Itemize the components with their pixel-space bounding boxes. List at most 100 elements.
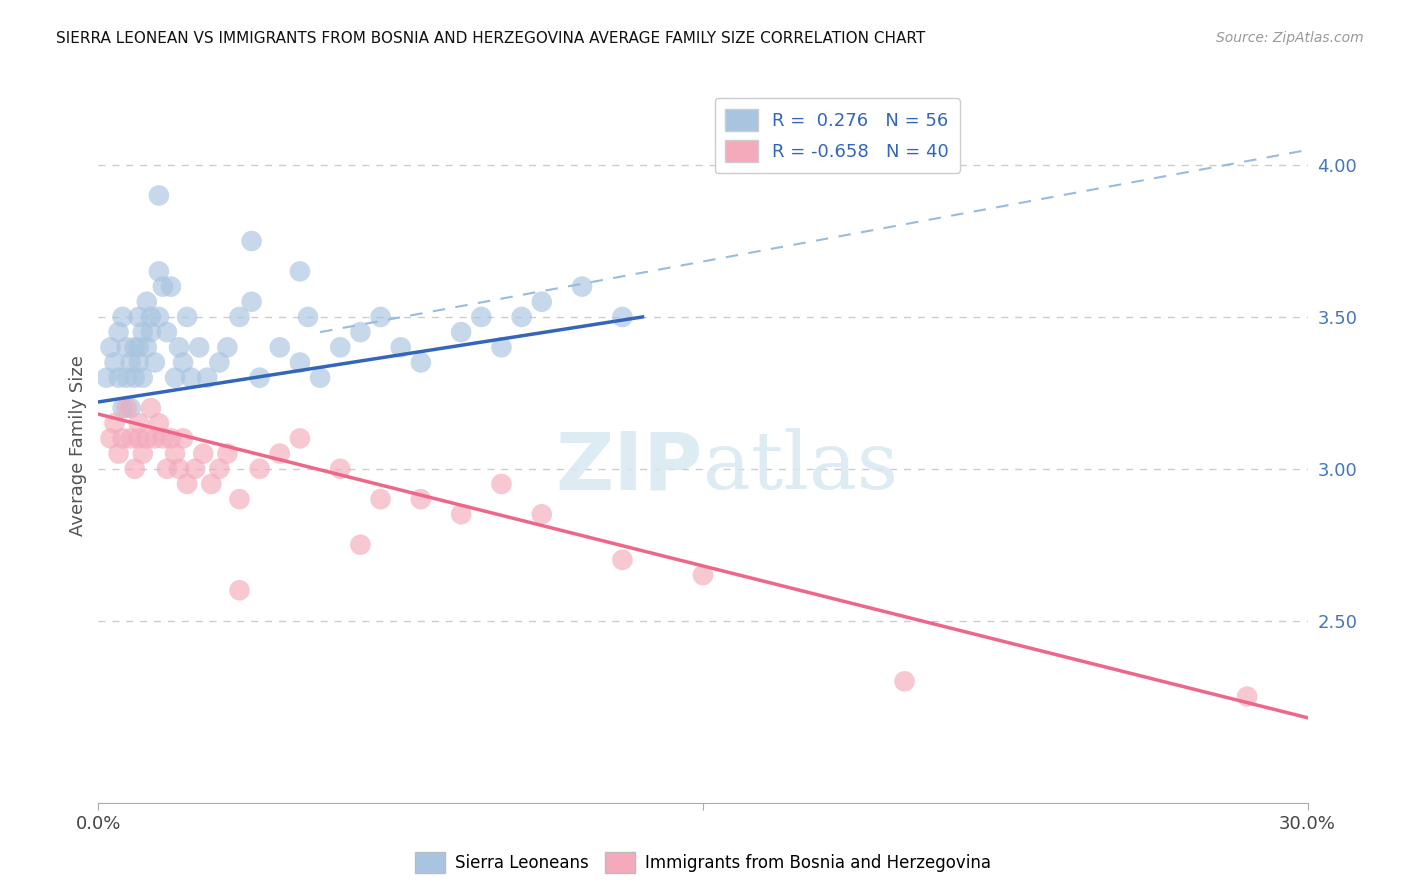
Point: [269, 340, 291, 354]
Point: [100, 340, 122, 354]
Point: [128, 310, 150, 324]
Legend: R =  0.276   N = 56, R = -0.658   N = 40: R = 0.276 N = 56, R = -0.658 N = 40: [714, 98, 960, 173]
Point: [135, 431, 157, 445]
Point: [132, 370, 155, 384]
Point: [120, 431, 142, 445]
Point: [329, 340, 352, 354]
Point: [612, 310, 634, 324]
Point: [249, 370, 271, 384]
Point: [208, 462, 231, 476]
Point: [111, 310, 134, 324]
Point: [217, 340, 239, 354]
Point: [111, 431, 134, 445]
Point: [200, 477, 222, 491]
Point: [128, 340, 150, 354]
Point: [188, 340, 211, 354]
Point: [132, 447, 155, 461]
Point: [167, 340, 190, 354]
Point: [571, 279, 593, 293]
Point: [228, 583, 250, 598]
Point: [128, 355, 150, 369]
Point: [124, 370, 146, 384]
Point: [208, 355, 231, 369]
Point: [160, 279, 183, 293]
Point: [143, 355, 166, 369]
Point: [269, 447, 291, 461]
Point: [148, 264, 170, 278]
Point: [176, 477, 198, 491]
Point: [370, 310, 392, 324]
Point: [163, 370, 186, 384]
Point: [297, 310, 319, 324]
Point: [893, 674, 915, 689]
Point: [349, 325, 371, 339]
Text: atlas: atlas: [703, 428, 898, 507]
Point: [167, 462, 190, 476]
Point: [240, 294, 263, 309]
Point: [491, 477, 513, 491]
Point: [172, 431, 194, 445]
Point: [156, 462, 179, 476]
Point: [160, 431, 183, 445]
Point: [470, 310, 492, 324]
Point: [139, 401, 162, 415]
Point: [128, 416, 150, 430]
Point: [148, 188, 170, 202]
Point: [288, 431, 311, 445]
Point: [228, 310, 250, 324]
Point: [132, 325, 155, 339]
Point: [115, 370, 138, 384]
Point: [217, 447, 239, 461]
Point: [139, 310, 162, 324]
Point: [180, 370, 202, 384]
Point: [329, 462, 352, 476]
Point: [184, 462, 207, 476]
Point: [107, 370, 129, 384]
Point: [193, 447, 215, 461]
Point: [163, 447, 186, 461]
Point: [176, 310, 198, 324]
Point: [530, 508, 553, 522]
Text: Source: ZipAtlas.com: Source: ZipAtlas.com: [1216, 31, 1364, 45]
Point: [107, 447, 129, 461]
Point: [148, 310, 170, 324]
Point: [510, 310, 533, 324]
Point: [288, 355, 311, 369]
Point: [103, 355, 125, 369]
Point: [409, 355, 432, 369]
Point: [409, 492, 432, 507]
Point: [115, 340, 138, 354]
Point: [135, 340, 157, 354]
Text: ZIP: ZIP: [555, 428, 703, 507]
Point: [100, 431, 122, 445]
Point: [139, 325, 162, 339]
Point: [152, 431, 174, 445]
Point: [530, 294, 553, 309]
Point: [450, 508, 472, 522]
Point: [152, 279, 174, 293]
Point: [156, 325, 179, 339]
Text: SIERRA LEONEAN VS IMMIGRANTS FROM BOSNIA AND HERZEGOVINA AVERAGE FAMILY SIZE COR: SIERRA LEONEAN VS IMMIGRANTS FROM BOSNIA…: [56, 31, 925, 46]
Point: [288, 264, 311, 278]
Point: [491, 340, 513, 354]
Point: [143, 431, 166, 445]
Point: [612, 553, 634, 567]
Point: [450, 325, 472, 339]
Point: [309, 370, 332, 384]
Point: [240, 234, 263, 248]
Legend: Sierra Leoneans, Immigrants from Bosnia and Herzegovina: Sierra Leoneans, Immigrants from Bosnia …: [408, 846, 998, 880]
Point: [349, 538, 371, 552]
Point: [148, 416, 170, 430]
Point: [370, 492, 392, 507]
Point: [111, 401, 134, 415]
Point: [115, 401, 138, 415]
Point: [389, 340, 412, 354]
Point: [172, 355, 194, 369]
Point: [228, 492, 250, 507]
Point: [692, 568, 714, 582]
Y-axis label: Average Family Size: Average Family Size: [69, 356, 87, 536]
Point: [120, 355, 142, 369]
Point: [195, 370, 218, 384]
Point: [128, 431, 150, 445]
Point: [120, 401, 142, 415]
